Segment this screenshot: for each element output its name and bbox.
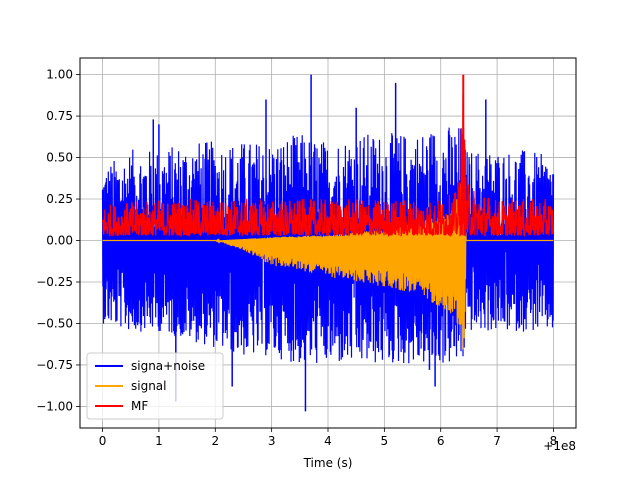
x-tick-label: 1 (155, 434, 163, 448)
x-tick-label: 5 (381, 434, 389, 448)
legend-label: signa+noise (131, 359, 205, 373)
legend-box (86, 352, 224, 420)
x-tick-label: 4 (324, 434, 332, 448)
y-tick-label: −1.00 (36, 399, 73, 413)
ticks: 0 1 2 3 4 5 6 7 8 −1.00 −0.75 −0.50 −0.25 0.00 0.25 0.5… (36, 68, 557, 448)
series-line-signal (102, 173, 554, 350)
y-tick-label: 1.00 (46, 68, 73, 82)
legend-label: signal (131, 379, 167, 393)
y-tick-label: 0.75 (46, 109, 73, 123)
series-line-mf (101, 94, 555, 238)
x-axis-offset-label: +1e8 (543, 439, 576, 453)
y-tick-label: −0.75 (36, 358, 73, 372)
y-tick-label: 0.00 (46, 234, 73, 248)
y-tick-label: −0.50 (36, 316, 73, 330)
x-tick-label: 6 (437, 434, 445, 448)
x-tick-label: 7 (493, 434, 501, 448)
series-mf (101, 74, 555, 238)
x-tick-label: 0 (99, 434, 107, 448)
y-tick-label: 0.25 (46, 192, 73, 206)
x-tick-label: 8 (550, 434, 558, 448)
x-axis-label: Time (s) (303, 456, 353, 470)
legend-label: MF (131, 399, 148, 413)
y-tick-label: 0.50 (46, 151, 73, 165)
x-tick-label: 2 (211, 434, 219, 448)
x-tick-label: 3 (268, 434, 276, 448)
y-tick-label: −0.25 (36, 275, 73, 289)
series-signal (102, 173, 554, 350)
legend: signa+noise signal MF (86, 352, 224, 420)
